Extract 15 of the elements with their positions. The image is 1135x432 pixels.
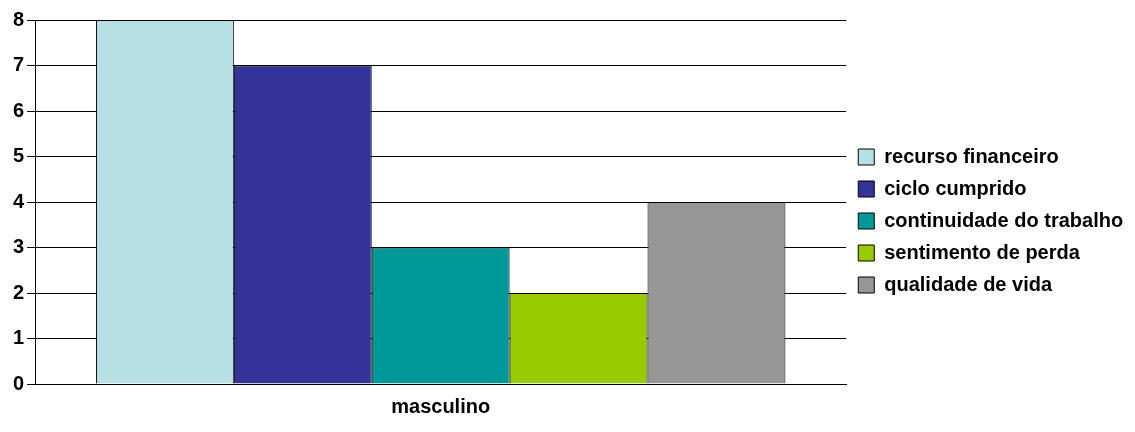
legend-label: sentimento de perda [884, 240, 1081, 263]
legend-label: ciclo cumprido [884, 176, 1027, 199]
legend-label: continuidade do trabalho [884, 208, 1124, 231]
legend-label: qualidade de vida [884, 272, 1053, 295]
y-tick-label: 7 [13, 53, 25, 76]
y-tick-label: 4 [13, 189, 25, 212]
y-tick-label: 6 [13, 98, 25, 121]
y-tick-label: 5 [13, 144, 25, 167]
y-tick-label: 1 [13, 326, 25, 349]
x-tick-label: masculino [391, 394, 491, 417]
y-tick-label: 2 [13, 280, 25, 303]
legend-label: recurso financeiro [884, 144, 1059, 167]
y-tick-label: 8 [13, 7, 25, 30]
y-tick-label: 3 [13, 235, 25, 258]
y-tick-label: 0 [13, 371, 25, 394]
